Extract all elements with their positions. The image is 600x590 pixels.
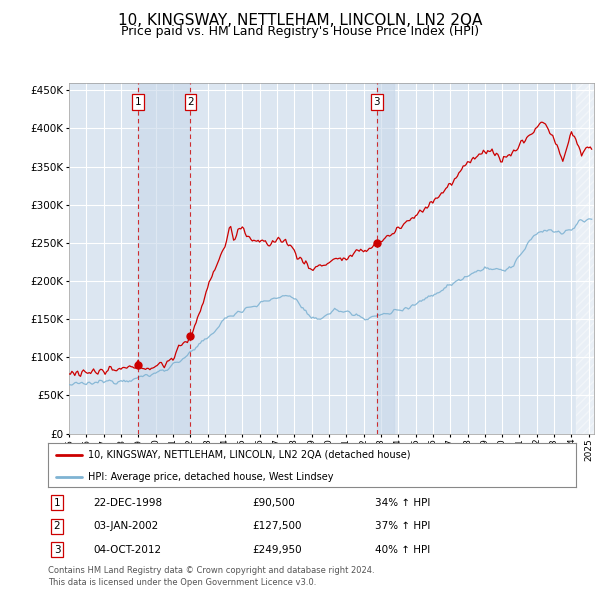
Text: 10, KINGSWAY, NETTLEHAM, LINCOLN, LN2 2QA: 10, KINGSWAY, NETTLEHAM, LINCOLN, LN2 2Q… xyxy=(118,13,482,28)
Text: £90,500: £90,500 xyxy=(252,498,295,507)
Text: 1: 1 xyxy=(134,97,141,107)
Text: HPI: Average price, detached house, West Lindsey: HPI: Average price, detached house, West… xyxy=(88,472,333,482)
Text: Contains HM Land Registry data © Crown copyright and database right 2024.
This d: Contains HM Land Registry data © Crown c… xyxy=(48,566,374,587)
Text: 2: 2 xyxy=(53,522,61,531)
Text: 3: 3 xyxy=(53,545,61,555)
Text: 34% ↑ HPI: 34% ↑ HPI xyxy=(375,498,430,507)
Text: 22-DEC-1998: 22-DEC-1998 xyxy=(93,498,162,507)
Text: £249,950: £249,950 xyxy=(252,545,302,555)
Bar xyxy=(576,83,594,434)
Bar xyxy=(377,83,394,434)
Text: £127,500: £127,500 xyxy=(252,522,302,531)
Text: 1: 1 xyxy=(53,498,61,507)
Text: 37% ↑ HPI: 37% ↑ HPI xyxy=(375,522,430,531)
Text: 2: 2 xyxy=(187,97,194,107)
Text: 10, KINGSWAY, NETTLEHAM, LINCOLN, LN2 2QA (detached house): 10, KINGSWAY, NETTLEHAM, LINCOLN, LN2 2Q… xyxy=(88,450,410,460)
Text: 04-OCT-2012: 04-OCT-2012 xyxy=(93,545,161,555)
Text: 3: 3 xyxy=(373,97,380,107)
Text: 40% ↑ HPI: 40% ↑ HPI xyxy=(375,545,430,555)
Bar xyxy=(138,83,190,434)
Text: 03-JAN-2002: 03-JAN-2002 xyxy=(93,522,158,531)
Text: Price paid vs. HM Land Registry's House Price Index (HPI): Price paid vs. HM Land Registry's House … xyxy=(121,25,479,38)
